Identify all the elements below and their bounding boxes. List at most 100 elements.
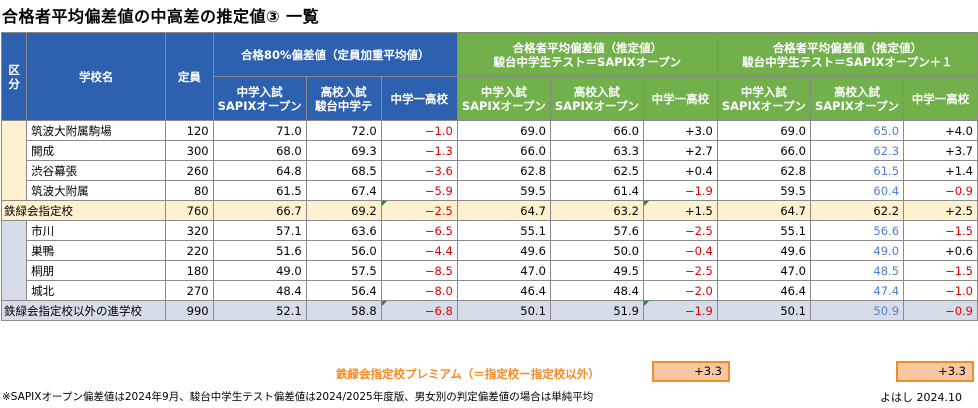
teiin-cell: 120: [165, 120, 214, 141]
g1-diff-cell: −3.6: [380, 160, 458, 181]
teiin-cell: 760: [165, 200, 214, 221]
g3-ko-cell: 56.6: [809, 220, 905, 241]
g1-ko-cell: 57.5: [305, 260, 382, 281]
subheader-ko-1-line1: 高校入試: [320, 84, 367, 99]
g2-chu-cell: 49.6: [456, 240, 551, 261]
g1-diff-cell: −6.5: [380, 220, 458, 241]
table-row: 筑波大附属駒場 120 71.0 72.0 −1.0 69.0 66.0 +3.…: [0, 120, 978, 201]
subheader-chu-3: 中学入試 SAPIXオープン: [716, 76, 811, 121]
g3-ko-cell: 48.5: [809, 260, 905, 281]
g3-chu-cell: 69.0: [716, 120, 811, 141]
g3-chu-cell: 49.6: [716, 240, 811, 261]
g1-diff-cell: −1.3: [380, 140, 458, 161]
subheader-ko-3: 高校入試 SAPIXオープン: [809, 76, 905, 121]
header-school-name: 学校名: [26, 32, 167, 121]
subheader-ko-3-line1: 高校入試: [833, 84, 880, 99]
g3-ko-cell: 47.4: [809, 280, 905, 301]
subheader-chu-3-line1: 中学入試: [740, 84, 787, 99]
school-name: 筑波大附属: [26, 180, 167, 201]
subheader-chu-2-line1: 中学入試: [480, 84, 527, 99]
g3-chu-cell: 46.4: [716, 280, 811, 301]
g2-diff-cell: +1.5: [642, 200, 718, 221]
g1-diff-cell: −5.9: [380, 180, 458, 201]
g2-chu-cell: 55.1: [456, 220, 551, 241]
g1-chu-cell: 51.6: [212, 240, 307, 261]
teiin-cell: 80: [165, 180, 214, 201]
g1-ko-cell: 58.8: [305, 300, 382, 321]
g3-chu-cell: 62.8: [716, 160, 811, 181]
teiin-cell: 990: [165, 300, 214, 321]
page-title: 合格者平均偏差値の中高差の推定値③ 一覧: [2, 7, 320, 26]
school-name: 巣鴨: [26, 240, 167, 261]
table-row: 渋谷幕張 260 64.8 68.5 −3.6 62.8 62.5 +0.4 6…: [2, 160, 978, 181]
g2-diff-cell: +0.4: [642, 160, 718, 181]
teiin-cell: 180: [165, 260, 214, 281]
table-row-summary-other: 鉄緑会指定校以外の進学校 990 52.1 58.8 −6.8 50.1 51.…: [0, 300, 978, 321]
subheader-chu-1: 中学入試 SAPIXオープン: [212, 76, 307, 121]
g3-ko-cell: 62.3: [809, 140, 905, 161]
teiin-cell: 300: [165, 140, 214, 161]
g2-ko-cell: 63.2: [549, 200, 644, 221]
g1-chu-cell: 71.0: [212, 120, 307, 141]
group-side-cell-other: [0, 220, 28, 301]
g1-chu-cell: 66.7: [212, 200, 307, 221]
g3-chu-cell: 64.7: [716, 200, 811, 221]
deviation-table: 区分 学校名 定員 合格80%偏差値（定員加重平均値） 合格者平均偏差値（推定値…: [0, 32, 978, 321]
g3-diff-cell: −0.9: [903, 180, 978, 201]
g2-chu-cell: 62.8: [456, 160, 551, 181]
school-name: 開成: [26, 140, 167, 161]
table-row: 城北 270 48.4 56.4 −8.0 46.4 48.4 −2.0 46.…: [2, 280, 978, 301]
g1-diff-cell: −1.0: [380, 120, 458, 141]
g3-diff-cell: +1.4: [903, 160, 978, 181]
subheader-chu-1-line1: 中学入試: [236, 84, 283, 99]
header-kubun: 区分: [0, 32, 28, 121]
footnote: ※SAPIXオープン偏差値は2024年9月、駿台中学生テスト偏差値は2024/2…: [2, 391, 594, 403]
header-group-estimate-line1: 合格者平均偏差値（推定値）: [512, 40, 663, 55]
g2-chu-cell: 50.1: [456, 300, 551, 321]
subheader-ko-1-line2: 駿台中学テ: [314, 98, 373, 113]
g2-diff-cell: −2.0: [642, 280, 718, 301]
school-name: 市川: [26, 220, 167, 241]
subheader-diff-1: 中学一高校: [380, 76, 458, 121]
g2-ko-cell: 49.5: [549, 260, 644, 281]
subheader-ko-2-line2: SAPIXオープン: [554, 98, 639, 113]
g2-ko-cell: 63.3: [549, 140, 644, 161]
g2-ko-cell: 66.0: [549, 120, 644, 141]
g2-diff-cell: −2.5: [642, 220, 718, 241]
subheader-ko-2: 高校入試 SAPIXオープン: [549, 76, 644, 121]
subheader-chu-2: 中学入試 SAPIXオープン: [456, 76, 551, 121]
table-row: 市川 320 57.1 63.6 −6.5 55.1 57.6 −2.5 55.…: [0, 220, 978, 301]
subheader-diff-2: 中学一高校: [642, 76, 718, 121]
subheader-chu-1-line2: SAPIXオープン: [217, 98, 302, 113]
g3-chu-cell: 50.1: [716, 300, 811, 321]
g2-chu-cell: 64.7: [456, 200, 551, 221]
g3-diff-cell: +0.6: [903, 240, 978, 261]
g1-chu-cell: 64.8: [212, 160, 307, 181]
subheader-diff-3: 中学一高校: [903, 76, 978, 121]
g1-ko-cell: 72.0: [305, 120, 382, 141]
header-group-estimate-plus1: 合格者平均偏差値（推定値） 駿台中学生テスト＝SAPIXオープン＋１: [716, 32, 978, 77]
header-group-80pct: 合格80%偏差値（定員加重平均値）: [212, 32, 458, 77]
g2-chu-cell: 47.0: [456, 260, 551, 281]
g1-diff-cell: −6.8: [380, 300, 458, 321]
g1-diff-cell: −8.0: [380, 280, 458, 301]
g2-chu-cell: 66.0: [456, 140, 551, 161]
g3-ko-cell: 49.0: [809, 240, 905, 261]
group-side-cell-designated: [0, 120, 28, 201]
g3-diff-cell: +2.5: [903, 200, 978, 221]
teiin-cell: 220: [165, 240, 214, 261]
g2-chu-cell: 46.4: [456, 280, 551, 301]
g2-diff-cell: −2.5: [642, 260, 718, 281]
table-row: 巣鴨 220 51.6 56.0 −4.4 49.6 50.0 −0.4 49.…: [2, 240, 978, 261]
premium-value-estimate-plus1: +3.3: [896, 361, 974, 382]
g1-chu-cell: 68.0: [212, 140, 307, 161]
g2-diff-cell: −1.9: [642, 300, 718, 321]
g2-diff-cell: +2.7: [642, 140, 718, 161]
g3-ko-cell: 65.0: [809, 120, 905, 141]
subheader-chu-2-line2: SAPIXオープン: [461, 98, 546, 113]
g1-chu-cell: 48.4: [212, 280, 307, 301]
g2-chu-cell: 59.5: [456, 180, 551, 201]
premium-value-estimate: +3.3: [652, 361, 730, 382]
premium-label: 鉄緑会指定校プレミアム（＝指定校ー指定校以外）: [336, 367, 600, 381]
header-teiin: 定員: [165, 32, 214, 121]
